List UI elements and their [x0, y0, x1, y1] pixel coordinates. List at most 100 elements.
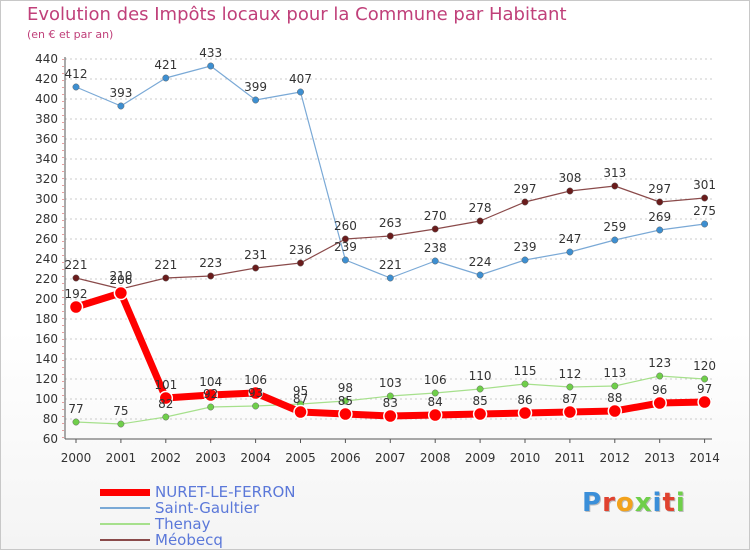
x-tick-label: 2007 — [375, 451, 406, 465]
data-point-nuret-le-ferron — [338, 406, 353, 422]
data-point-nuret-le-ferron — [293, 404, 308, 420]
y-tick-label: 160 — [35, 332, 58, 346]
data-label-m-obecq: 278 — [469, 201, 492, 215]
y-tick-label: 140 — [35, 352, 58, 366]
legend-swatch — [100, 539, 150, 541]
data-label-thenay: 113 — [603, 366, 626, 380]
data-point-saint-gaultier — [701, 220, 709, 228]
legend-label: Méobecq — [155, 531, 223, 549]
data-point-saint-gaultier — [386, 274, 394, 282]
data-label-nuret-le-ferron: 96 — [652, 383, 667, 397]
data-label-saint-gaultier: 399 — [244, 80, 267, 94]
data-label-nuret-le-ferron: 106 — [244, 373, 267, 387]
data-label-m-obecq: 231 — [244, 248, 267, 262]
data-label-saint-gaultier: 221 — [379, 258, 402, 272]
data-point-saint-gaultier — [72, 83, 80, 91]
data-label-thenay: 112 — [558, 367, 581, 381]
data-point-saint-gaultier — [476, 271, 484, 279]
data-label-nuret-le-ferron: 206 — [109, 273, 132, 287]
data-label-m-obecq: 308 — [558, 171, 581, 185]
data-point-thenay — [162, 413, 170, 421]
y-tick-label: 280 — [35, 212, 58, 226]
data-label-m-obecq: 297 — [514, 182, 537, 196]
data-label-saint-gaultier: 412 — [65, 67, 88, 81]
data-point-m-obecq — [341, 235, 349, 243]
data-point-thenay — [656, 372, 664, 380]
data-point-saint-gaultier — [656, 226, 664, 234]
data-label-saint-gaultier: 407 — [289, 72, 312, 86]
chart-title: Evolution des Impôts locaux pour la Comm… — [27, 4, 567, 25]
data-label-nuret-le-ferron: 84 — [428, 395, 443, 409]
data-label-thenay: 98 — [338, 381, 353, 395]
data-label-m-obecq: 263 — [379, 216, 402, 230]
data-label-m-obecq: 301 — [693, 178, 716, 192]
legend-swatch — [100, 507, 150, 509]
data-label-saint-gaultier: 247 — [558, 232, 581, 246]
data-point-nuret-le-ferron — [652, 395, 667, 411]
data-label-nuret-le-ferron: 85 — [472, 394, 487, 408]
data-point-thenay — [521, 380, 529, 388]
data-label-thenay: 120 — [693, 359, 716, 373]
x-tick-label: 2001 — [106, 451, 137, 465]
chart-subtitle: (en € et par an) — [27, 28, 114, 41]
x-tick-label: 2011 — [555, 451, 586, 465]
data-point-m-obecq — [72, 274, 80, 282]
x-tick-label: 2003 — [195, 451, 226, 465]
data-label-nuret-le-ferron: 97 — [697, 382, 712, 396]
data-label-thenay: 106 — [424, 373, 447, 387]
data-label-thenay: 95 — [293, 384, 308, 398]
y-tick-label: 180 — [35, 312, 58, 326]
data-label-thenay: 93 — [248, 386, 263, 400]
data-point-thenay — [566, 383, 574, 391]
data-label-thenay: 75 — [113, 404, 128, 418]
y-tick-label: 260 — [35, 232, 58, 246]
data-label-nuret-le-ferron: 85 — [338, 394, 353, 408]
y-tick-label: 440 — [35, 52, 58, 66]
data-point-saint-gaultier — [117, 102, 125, 110]
data-point-thenay — [611, 382, 619, 390]
x-tick-label: 2014 — [689, 451, 720, 465]
y-tick-label: 240 — [35, 252, 58, 266]
data-point-nuret-le-ferron — [68, 299, 84, 315]
x-tick-label: 2013 — [644, 451, 675, 465]
data-point-saint-gaultier — [611, 236, 619, 244]
y-tick-label: 320 — [35, 172, 58, 186]
data-point-nuret-le-ferron — [562, 404, 578, 420]
x-tick-label: 2012 — [600, 451, 631, 465]
data-label-thenay: 103 — [379, 376, 402, 390]
data-point-saint-gaultier — [297, 88, 304, 96]
data-point-nuret-le-ferron — [113, 285, 129, 301]
data-point-m-obecq — [701, 194, 709, 202]
x-tick-label: 2002 — [151, 451, 182, 465]
data-label-nuret-le-ferron: 86 — [517, 393, 532, 407]
data-label-m-obecq: 210 — [109, 269, 132, 283]
x-tick-label: 2009 — [465, 451, 496, 465]
data-label-nuret-le-ferron: 87 — [293, 392, 308, 406]
data-label-thenay: 77 — [68, 402, 83, 416]
legend-swatch — [100, 488, 150, 496]
y-tick-label: 220 — [35, 272, 58, 286]
x-tick-label: 2006 — [330, 451, 361, 465]
data-label-saint-gaultier: 259 — [603, 220, 626, 234]
data-point-thenay — [431, 389, 439, 397]
data-point-saint-gaultier — [431, 257, 439, 265]
data-point-m-obecq — [521, 198, 529, 206]
data-label-nuret-le-ferron: 83 — [383, 396, 398, 410]
data-point-m-obecq — [386, 232, 394, 240]
data-point-nuret-le-ferron — [248, 385, 263, 401]
legend-item-thenay: Thenay — [100, 516, 360, 532]
data-label-saint-gaultier: 239 — [514, 240, 537, 254]
y-tick-label: 420 — [35, 72, 58, 86]
data-point-thenay — [72, 418, 80, 426]
data-point-m-obecq — [431, 225, 439, 233]
data-point-m-obecq — [476, 217, 484, 225]
data-label-saint-gaultier: 239 — [334, 240, 357, 254]
data-point-nuret-le-ferron — [203, 387, 218, 403]
data-label-saint-gaultier: 433 — [199, 46, 222, 60]
data-label-nuret-le-ferron: 87 — [562, 392, 577, 406]
y-tick-label: 300 — [35, 192, 58, 206]
data-point-saint-gaultier — [162, 74, 170, 82]
data-label-thenay: 110 — [469, 369, 492, 383]
legend-swatch — [100, 523, 150, 525]
data-point-nuret-le-ferron — [383, 408, 398, 424]
